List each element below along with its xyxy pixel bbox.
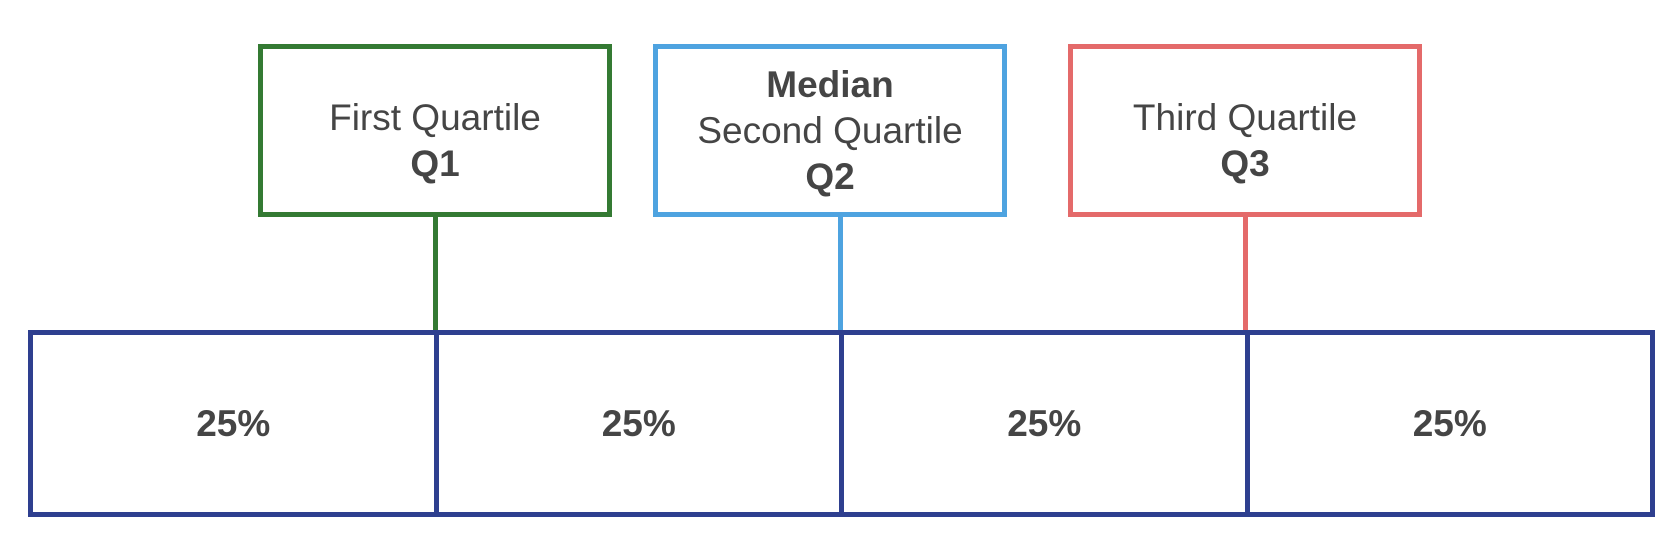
third-quartile-symbol: Q3 — [1220, 142, 1270, 184]
second-quartile-text: Median Second Quartile Q2 — [697, 62, 962, 200]
first-quartile-title: First Quartile — [329, 96, 541, 138]
third-quartile-title: Third Quartile — [1132, 96, 1358, 138]
segment-3: 25% — [844, 335, 1250, 512]
first-quartile-connector — [433, 217, 438, 333]
quarter-bar: 25% 25% 25% 25% — [28, 330, 1655, 517]
median-label: Median — [766, 63, 894, 105]
third-quartile-box: Third Quartile Q3 — [1068, 44, 1422, 217]
third-quartile-connector — [1243, 217, 1248, 333]
second-quartile-title: Second Quartile — [697, 109, 963, 151]
second-quartile-connector — [838, 217, 843, 333]
first-quartile-symbol: Q1 — [410, 142, 460, 184]
third-quartile-text: Third Quartile Q3 — [1133, 75, 1357, 187]
first-quartile-text: First Quartile Q1 — [329, 75, 541, 187]
second-quartile-symbol: Q2 — [805, 155, 855, 197]
segment-3-percent: 25% — [1007, 402, 1082, 444]
first-quartile-box: First Quartile Q1 — [258, 44, 612, 217]
segment-2-percent: 25% — [601, 402, 676, 444]
segment-1: 25% — [33, 335, 439, 512]
second-quartile-box: Median Second Quartile Q2 — [653, 44, 1007, 217]
segment-4-percent: 25% — [1412, 402, 1487, 444]
segment-4: 25% — [1250, 335, 1651, 512]
segment-2: 25% — [439, 335, 844, 512]
segment-1-percent: 25% — [196, 402, 271, 444]
